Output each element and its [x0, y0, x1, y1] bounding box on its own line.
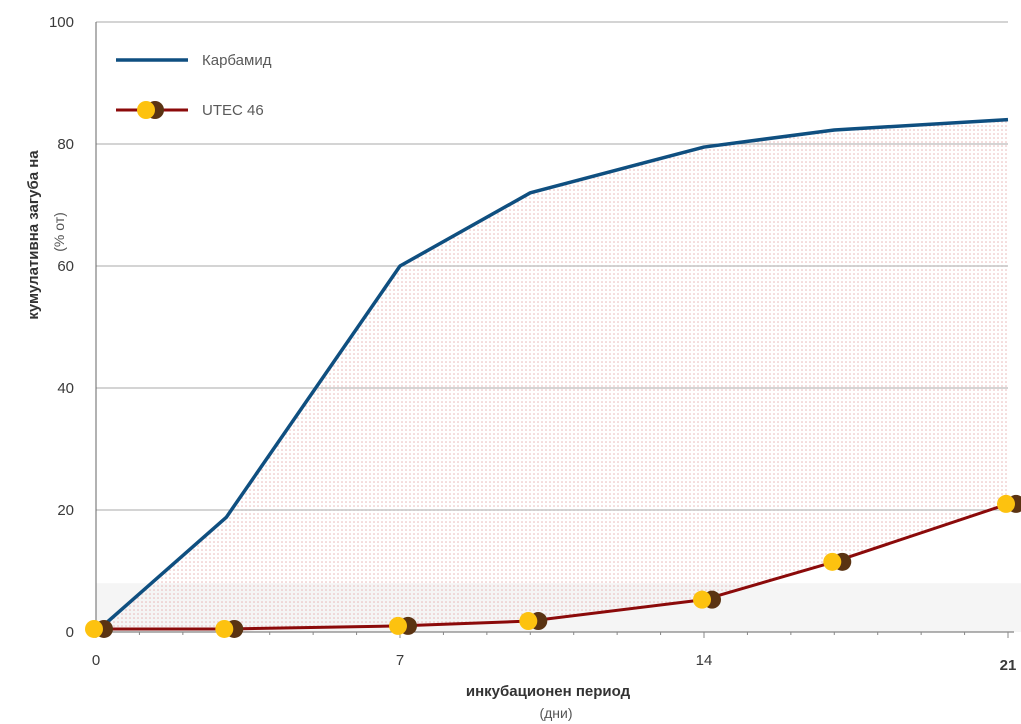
- y-tick-label: 80: [57, 136, 74, 153]
- legend-label-utec: UTEC 46: [202, 102, 264, 119]
- y-tick-label: 0: [66, 624, 74, 641]
- gridlines: [96, 21, 1008, 511]
- data-point-utec-46: [823, 552, 852, 571]
- data-point-utec-46: [85, 619, 113, 638]
- tick-labels: 0 20 40 60 80 100 0 7 14 21: [49, 14, 1016, 674]
- x-axis-title: инкубационен период: [466, 683, 631, 700]
- data-point-utec-46: [693, 590, 721, 609]
- shaded-region: [96, 119, 1008, 633]
- series: [85, 117, 1021, 638]
- x-tick-label: 14: [696, 652, 713, 669]
- data-point-utec-46: [519, 612, 548, 631]
- y-tick-label: 40: [57, 380, 74, 397]
- legend-label-karbamid: Карбамид: [202, 52, 272, 69]
- x-axis-unit: (дни): [539, 705, 572, 721]
- data-point-utec-46: [997, 494, 1021, 513]
- legend-marker-utec: [116, 101, 188, 119]
- data-point-utec-46: [389, 616, 417, 635]
- y-axis-unit: (% от): [51, 212, 67, 252]
- area-between-series: [96, 119, 1021, 633]
- x-tick-label: 21: [1000, 657, 1017, 674]
- y-axis-title: кумулативна загуба на: [25, 150, 42, 320]
- data-point-utec-46: [215, 619, 244, 638]
- legend: Карбамид UTEC 46: [116, 52, 272, 119]
- y-tick-label: 60: [57, 258, 74, 275]
- y-tick-label: 20: [57, 502, 74, 519]
- series-line-karbamid: [94, 117, 1009, 634]
- x-tick-label: 7: [396, 652, 404, 669]
- y-tick-label: 100: [49, 14, 74, 31]
- x-tick-label: 0: [92, 652, 100, 669]
